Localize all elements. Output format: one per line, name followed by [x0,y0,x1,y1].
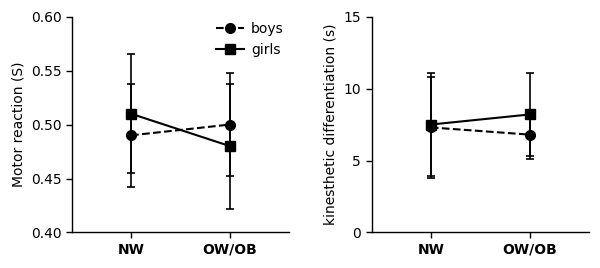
Y-axis label: Motor reaction (S): Motor reaction (S) [11,62,25,187]
Legend: boys, girls: boys, girls [214,19,287,60]
Y-axis label: kinesthetic differentiation (s): kinesthetic differentiation (s) [324,24,338,225]
